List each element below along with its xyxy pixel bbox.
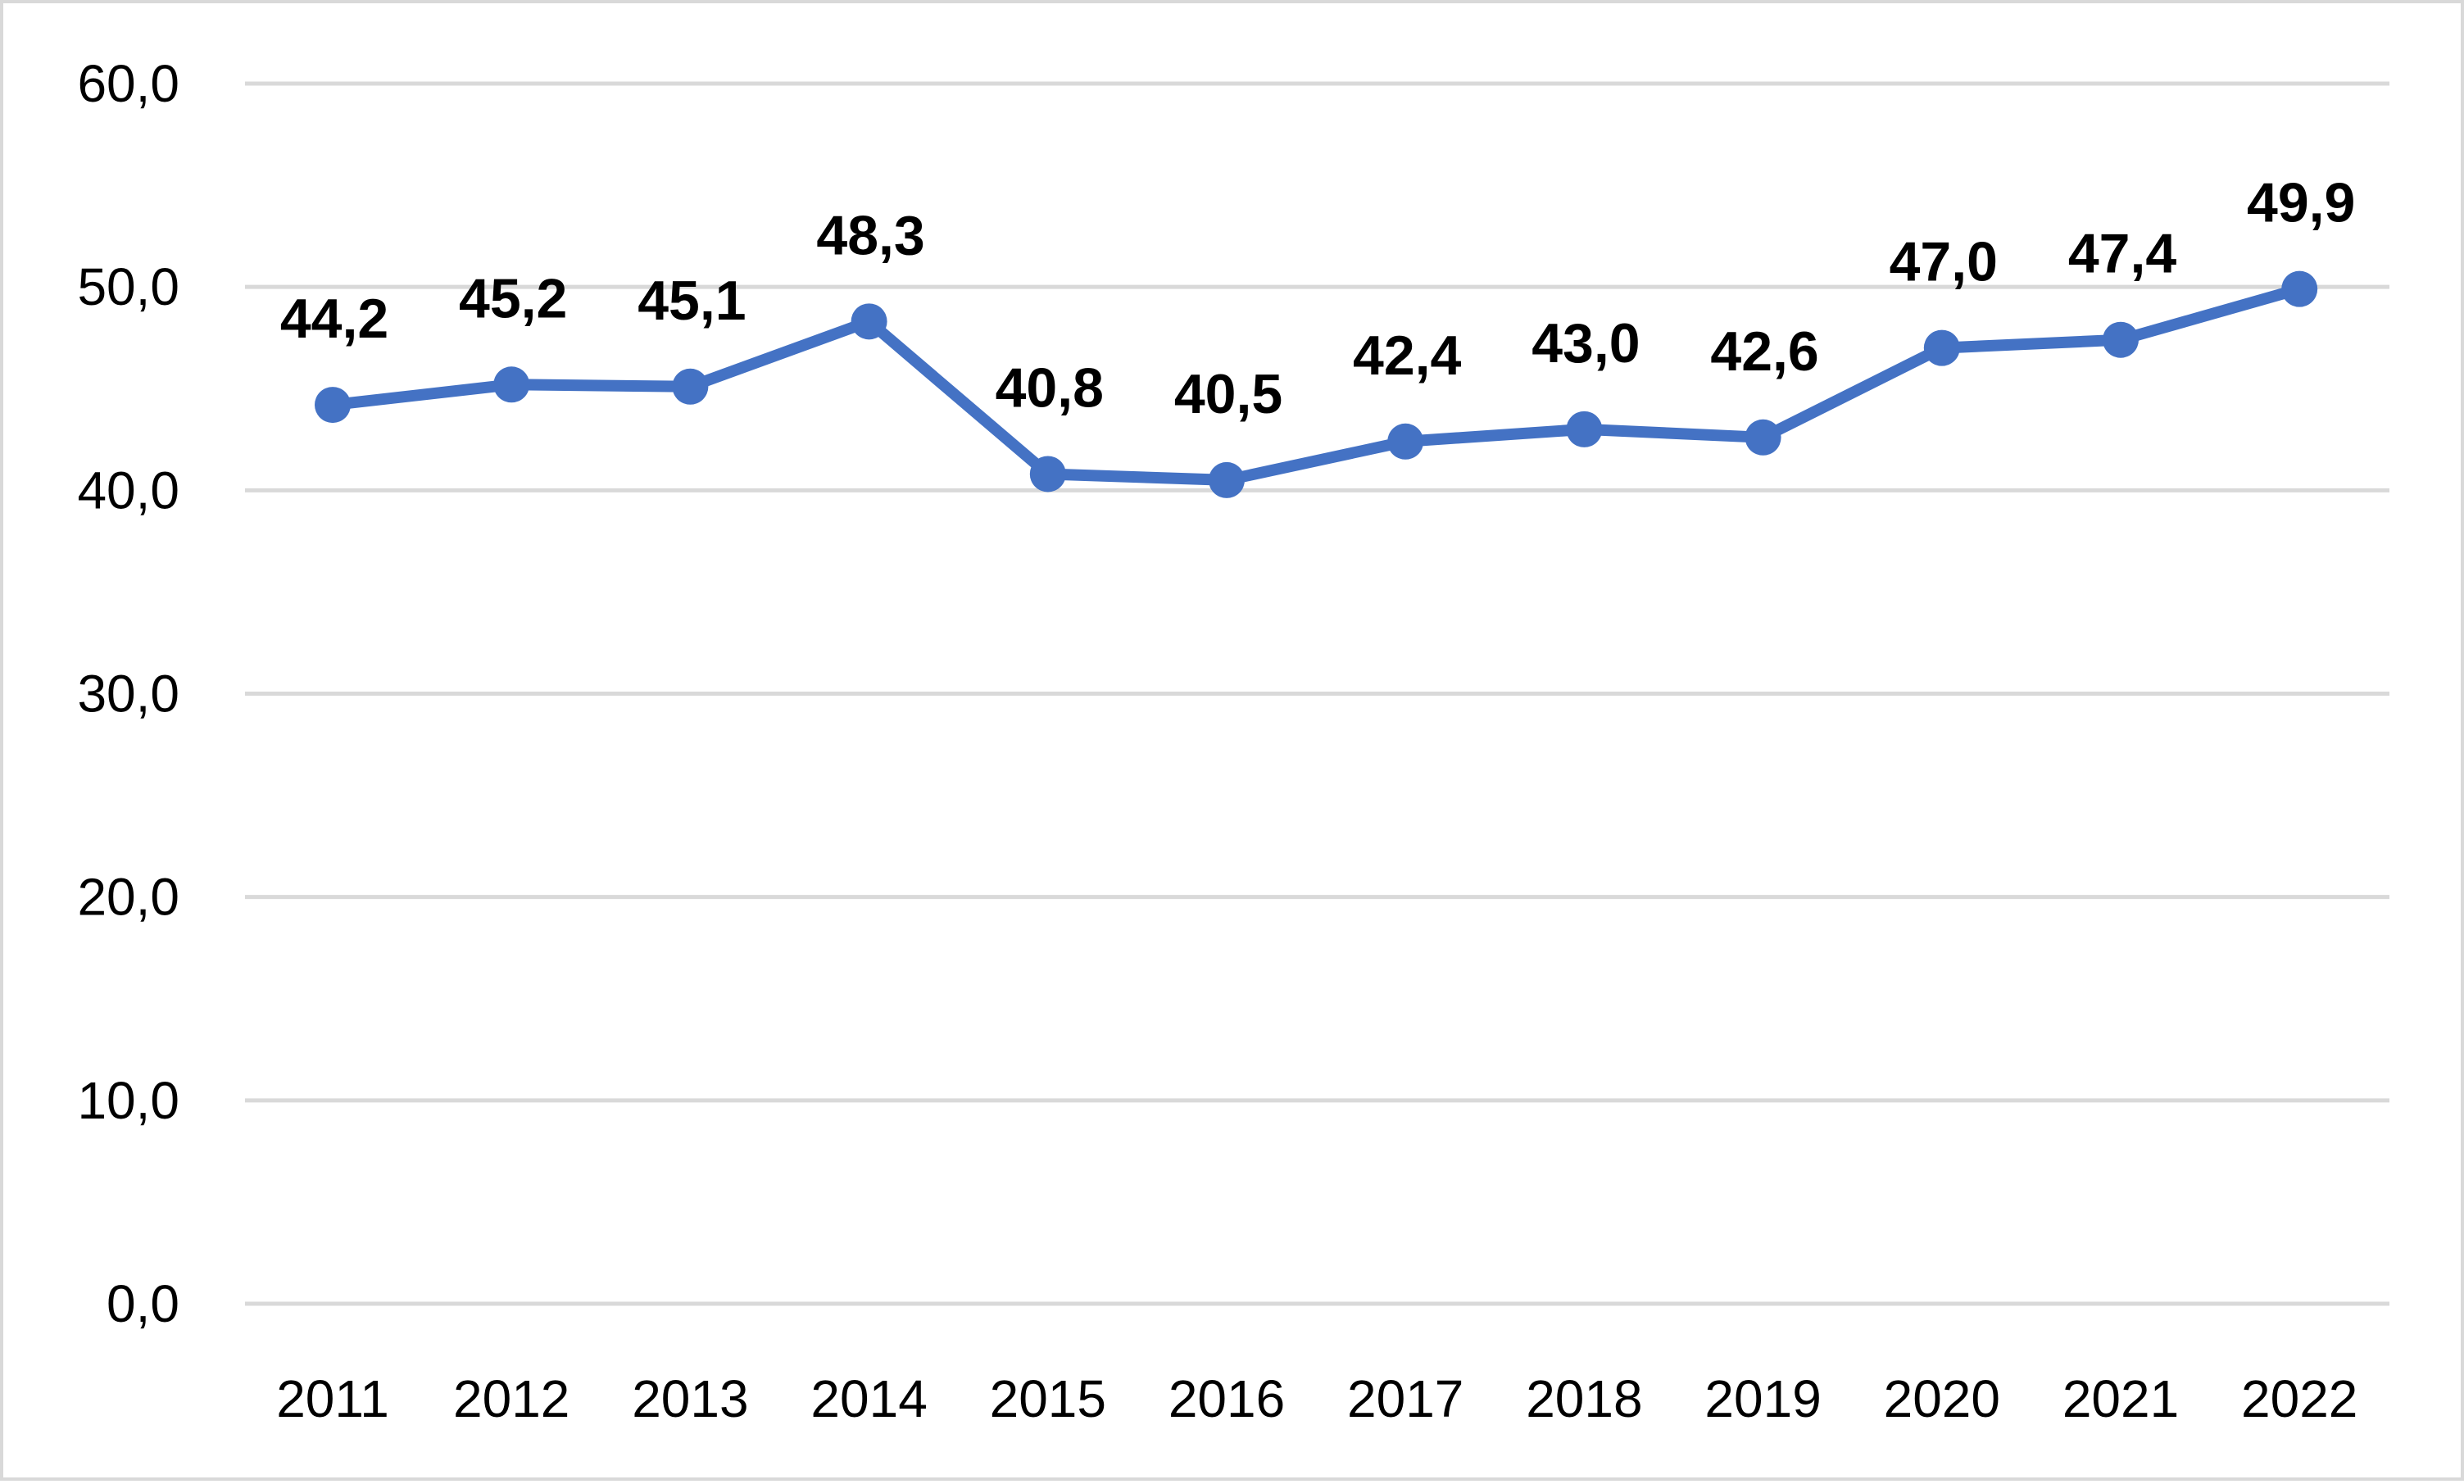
- y-tick-label: 50,0: [77, 257, 179, 316]
- x-tick-label: 2021: [2062, 1369, 2179, 1428]
- y-tick-label: 30,0: [77, 665, 179, 724]
- y-tick-label: 10,0: [77, 1071, 179, 1130]
- data-point: [1745, 419, 1781, 456]
- data-point: [1923, 329, 1960, 366]
- data-point: [1387, 423, 1424, 460]
- series-group: [315, 270, 2318, 498]
- data-point: [493, 366, 530, 403]
- data-label: 49,9: [2247, 172, 2355, 234]
- data-point: [2281, 270, 2318, 307]
- data-point: [1029, 456, 1066, 492]
- x-tick-label: 2011: [276, 1369, 389, 1428]
- data-label: 45,1: [638, 270, 746, 332]
- data-label: 48,3: [816, 204, 924, 266]
- data-point: [851, 303, 887, 340]
- data-label: 42,6: [1710, 320, 1818, 383]
- x-tick-label: 2012: [453, 1369, 569, 1428]
- series-line: [327, 283, 2306, 486]
- x-tick-label: 2018: [1526, 1369, 1642, 1428]
- y-axis-tick-labels: 0,0 10,0 20,0 30,0 40,0 50,0 60,0: [77, 54, 179, 1333]
- x-axis-tick-labels: 2011 2012 2013 2014 2015 2016 2017 2018 2019 2020…: [276, 1369, 2357, 1428]
- x-tick-label: 2020: [1884, 1369, 2000, 1428]
- data-point: [672, 368, 709, 405]
- data-label: 47,0: [1890, 231, 1998, 293]
- gridlines: [245, 81, 2389, 1306]
- x-tick-label: 2016: [1168, 1369, 1285, 1428]
- x-tick-label: 2017: [1347, 1369, 1463, 1428]
- data-point: [1209, 461, 1245, 498]
- x-tick-label: 2015: [990, 1369, 1106, 1428]
- data-point: [2103, 321, 2139, 358]
- data-point: [1566, 411, 1603, 447]
- data-label: 47,4: [2068, 223, 2177, 285]
- line-chart: 0,0 10,0 20,0 30,0 40,0 50,0 60,0 2011 2012 2013…: [77, 54, 2389, 1428]
- data-label: 44,2: [280, 288, 388, 350]
- x-tick-label: 2014: [810, 1369, 927, 1428]
- data-label: 40,5: [1174, 363, 1282, 425]
- data-labels: 44,2 45,2 45,1 48,3 40,8 40,5 42,4 43,0 42,6 47,0…: [280, 172, 2356, 425]
- data-label: 42,4: [1353, 324, 1462, 387]
- y-tick-label: 40,0: [77, 461, 179, 520]
- data-label: 43,0: [1531, 312, 1640, 374]
- data-label: 45,2: [459, 267, 567, 329]
- x-tick-label: 2019: [1704, 1369, 1821, 1428]
- x-tick-label: 2022: [2241, 1369, 2357, 1428]
- y-tick-label: 20,0: [77, 868, 179, 927]
- y-tick-label: 60,0: [77, 54, 179, 113]
- y-tick-label: 0,0: [107, 1274, 179, 1333]
- data-label: 40,8: [996, 356, 1104, 419]
- data-point: [315, 387, 351, 424]
- x-tick-label: 2013: [632, 1369, 748, 1428]
